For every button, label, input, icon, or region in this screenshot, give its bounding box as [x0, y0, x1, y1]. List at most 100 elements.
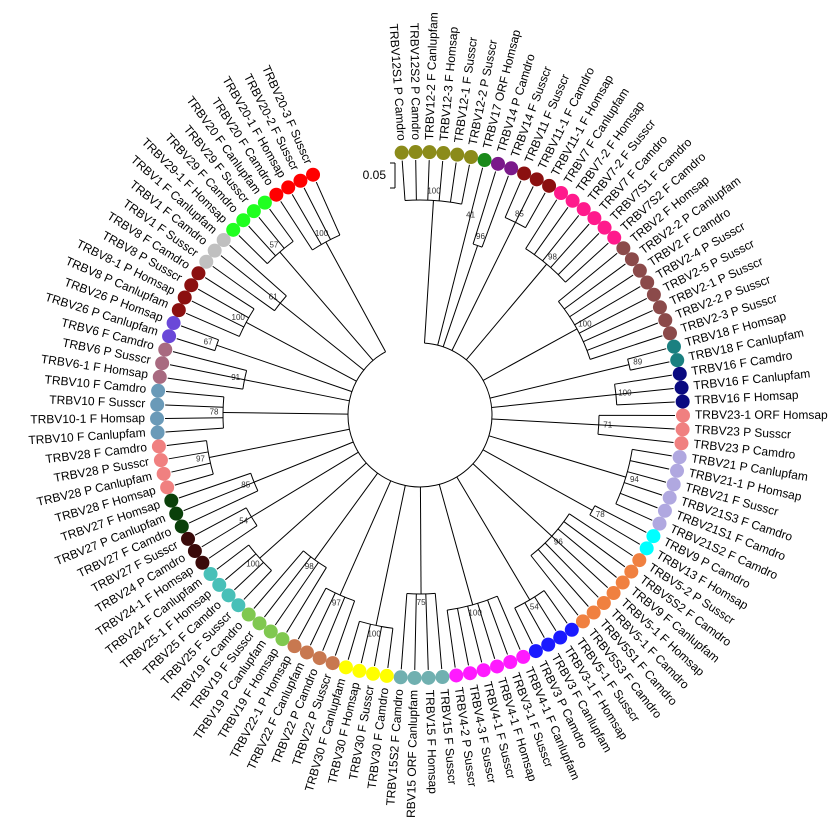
leaf-label: TRBV10-1 F Homsap [30, 411, 145, 427]
bootstrap-value: 100 [468, 609, 482, 618]
branch [525, 192, 546, 228]
leaf-dot [269, 187, 284, 202]
branch [456, 476, 531, 601]
branch [632, 448, 672, 457]
branch [234, 562, 264, 591]
branch [533, 207, 569, 255]
leaf-dot [666, 477, 681, 492]
leaf-dot [293, 173, 308, 188]
leaf-dot [212, 577, 227, 592]
leaf-dot [565, 193, 580, 208]
leaf-dot [436, 146, 451, 161]
leaf-dot [624, 564, 639, 579]
leaf-dot [207, 243, 222, 258]
branch [172, 351, 247, 371]
leaf-dot [476, 663, 491, 678]
bootstrap-value: 94 [630, 475, 639, 484]
leaf-dot [181, 531, 196, 546]
leaf-dot [658, 313, 673, 328]
leaf-dot [529, 172, 544, 187]
bootstrap-value: 98 [548, 252, 557, 261]
scale-bar: 0.05 [363, 162, 396, 189]
branch [614, 374, 672, 385]
branch [446, 610, 456, 668]
branch [322, 596, 346, 651]
branch [279, 251, 374, 361]
leaf-dot [257, 195, 272, 210]
bootstrap-value: 97 [332, 598, 341, 607]
branch [451, 222, 516, 351]
branch [415, 160, 417, 201]
branch [174, 473, 214, 486]
leaf-dot [164, 493, 179, 508]
branch [551, 535, 609, 588]
leaf-dot [553, 630, 568, 645]
leaf-dot [674, 436, 689, 451]
branch [204, 277, 255, 310]
bootstrap-value: 54 [530, 603, 539, 612]
branch [489, 364, 630, 399]
branch [424, 200, 434, 344]
branch [314, 472, 378, 560]
leaf-dot [241, 607, 256, 622]
branch [427, 160, 430, 201]
branch [542, 215, 580, 262]
leaf-dot [394, 145, 409, 160]
branch [482, 328, 578, 381]
branch [191, 300, 244, 328]
leaf-dot [199, 254, 214, 269]
branch [467, 606, 483, 663]
leaf-dot [299, 645, 314, 660]
branch [167, 377, 243, 390]
leaf-dot [263, 624, 278, 639]
leaf-dot [150, 411, 165, 426]
branch [543, 590, 568, 624]
branch [223, 411, 349, 415]
leaf-dot [646, 529, 661, 544]
leaf-dot [435, 670, 450, 685]
bootstrap-value: 100 [367, 629, 381, 638]
branch [225, 553, 257, 581]
leaf-dot [393, 670, 408, 685]
leaf-dot [338, 660, 353, 675]
leaf-dot [675, 422, 690, 437]
branch [615, 388, 674, 396]
leaf-label: TRBV10 F Susscr [49, 393, 146, 411]
branch [534, 596, 557, 632]
leaf-dot [421, 670, 436, 685]
branch [578, 297, 648, 334]
branch [178, 472, 251, 499]
leaf-dot [662, 490, 677, 505]
branch [467, 167, 484, 225]
leaf-dot [632, 263, 647, 278]
branch [627, 471, 667, 483]
branch [425, 593, 429, 670]
branch [180, 325, 219, 341]
branch [623, 482, 663, 496]
leaf-label: TRBV12S2 P Camdro [407, 23, 423, 141]
leaf-dot [597, 220, 612, 235]
branch [212, 265, 275, 312]
leaf-dot [352, 663, 367, 678]
branch [185, 312, 240, 337]
branch [269, 208, 294, 242]
leaf-dot [156, 466, 171, 481]
leaf-label: TRBV15 ORF Canlupfam [404, 690, 421, 818]
leaf-label: TRBV23 P Susscr [694, 422, 791, 441]
branch [375, 485, 406, 626]
leaf-dot [463, 149, 478, 164]
branch [515, 186, 534, 223]
leaf-dot [632, 553, 647, 568]
branch [615, 503, 653, 521]
leaf-label: TRBV15 F Homsap [423, 690, 440, 795]
leaf-dot [246, 204, 261, 219]
branch [253, 550, 304, 609]
branch [627, 348, 667, 360]
leaf-dot [306, 167, 321, 182]
branch [259, 462, 367, 559]
branch [248, 225, 276, 257]
bootstrap-value: 67 [204, 337, 213, 346]
leaf-dot [490, 659, 505, 674]
leaf-dot [674, 380, 689, 395]
